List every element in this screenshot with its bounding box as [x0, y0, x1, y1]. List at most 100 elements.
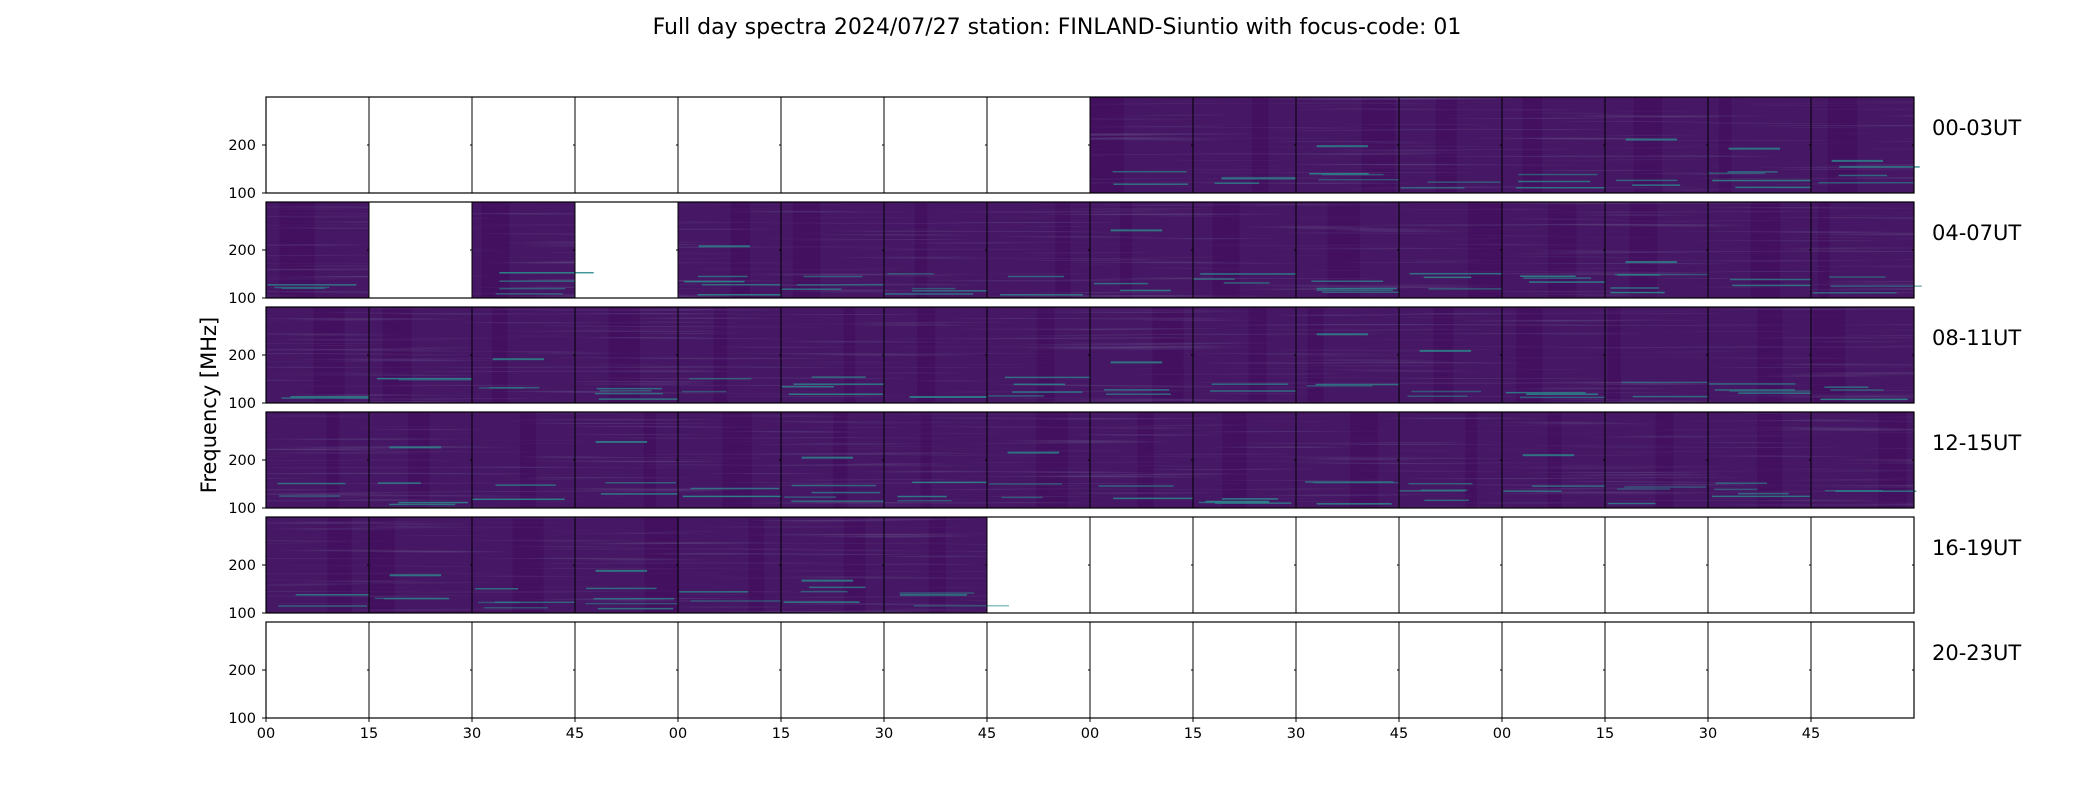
spectrum-line	[801, 456, 854, 459]
spectrum-line	[389, 574, 442, 577]
spectrum-texture	[266, 307, 369, 403]
spectrum-line	[803, 275, 863, 278]
spectrum-line	[681, 390, 727, 393]
x-tick-label: 15	[1596, 726, 1614, 742]
panel-frame	[986, 516, 1091, 614]
spectrum-line	[377, 482, 421, 484]
spectrum-line	[884, 293, 974, 295]
row-label: 00-03UT	[1932, 116, 2021, 140]
y-axis-label: Frequency [MHz]	[197, 317, 221, 493]
spectrum-texture	[1193, 412, 1296, 508]
empty-panel	[1192, 516, 1297, 614]
empty-panel	[1295, 621, 1400, 719]
panel-frame	[1089, 516, 1194, 614]
spectra-row: 200 100 08-11UT	[228, 306, 2021, 412]
spectrum-line	[1400, 187, 1465, 189]
empty-panel	[677, 96, 782, 194]
row-label: 16-19UT	[1932, 536, 2021, 560]
spectrum-panel	[1707, 411, 1812, 509]
spectrum-line	[801, 579, 854, 582]
spectrum-line	[1714, 488, 1758, 491]
spectrum-line	[1110, 361, 1163, 364]
spectrum-line	[1411, 390, 1481, 393]
spectrum-line	[988, 483, 1062, 485]
spectrum-panel	[471, 306, 576, 404]
spectrum-line	[1516, 187, 1611, 189]
empty-panel	[574, 96, 679, 194]
spectrum-line	[1838, 174, 1888, 177]
spectrum-line	[1632, 395, 1719, 398]
panel-frame	[471, 621, 576, 719]
panel-frame	[574, 201, 679, 299]
x-tick-label: 15	[360, 726, 378, 742]
x-tick-label: 45	[978, 726, 996, 742]
panel-frame	[1398, 516, 1503, 614]
spectrum-line	[1311, 280, 1384, 282]
empty-panel	[1295, 516, 1400, 614]
spectrum-panel	[1192, 306, 1310, 404]
empty-panel	[368, 621, 473, 719]
spectrum-line	[1610, 287, 1659, 289]
panel-frame	[986, 96, 1091, 194]
empty-panel	[1398, 621, 1503, 719]
spectrum-texture	[1296, 412, 1399, 508]
spectrum-texture	[678, 517, 781, 613]
spectrum-line	[809, 586, 866, 589]
spectrum-panel	[883, 411, 998, 509]
spectrum-panel	[1089, 306, 1194, 404]
panel-frame	[883, 96, 988, 194]
spectrum-line	[912, 290, 1010, 292]
spectrum-panel	[1604, 411, 1709, 509]
panel-frame	[1192, 621, 1297, 719]
spectrum-line	[887, 272, 934, 275]
spectrum-texture	[1090, 97, 1193, 193]
spectrum-line	[1098, 485, 1174, 487]
panel-frame	[265, 96, 370, 194]
x-axis-ticks: 00 15 30 45 00 15 30 45 00 15 30 45 00 15 30 45	[257, 718, 1820, 742]
y-tick-label: 200	[228, 663, 256, 679]
spectrum-line	[1728, 147, 1781, 150]
spectrum-line	[1104, 389, 1170, 391]
spectrum-line	[690, 487, 780, 490]
spectrum-line	[1824, 386, 1869, 388]
spectrum-texture	[1296, 307, 1399, 403]
spectrum-panel	[1604, 306, 1719, 404]
empty-panel	[471, 96, 576, 194]
spectrum-panel	[1295, 306, 1411, 404]
spectrum-line	[1712, 179, 1811, 182]
x-tick-label: 45	[1802, 726, 1820, 742]
spectrum-line	[698, 245, 751, 248]
empty-panel	[471, 621, 576, 719]
spectrum-texture	[987, 307, 1090, 403]
spectrum-line	[1221, 498, 1278, 500]
spectrum-texture	[1296, 97, 1399, 193]
spectrum-texture	[1605, 307, 1708, 403]
spectrum-line	[1735, 186, 1833, 189]
spectrum-texture	[884, 517, 987, 613]
spectrum-line	[600, 493, 686, 495]
spectrum-line	[1423, 276, 1472, 279]
empty-panel	[883, 96, 988, 194]
spectrum-panel	[1604, 201, 1713, 299]
spectrum-line	[605, 482, 677, 484]
spectrum-line	[1818, 181, 1915, 184]
spectrum-line	[1316, 287, 1397, 290]
spectrum-panel	[986, 201, 1091, 299]
spectrum-line	[1614, 273, 1713, 276]
y-tick-label: 100	[228, 711, 256, 727]
panel-frame	[986, 621, 1091, 719]
spectrum-line	[1625, 138, 1678, 141]
spectrum-texture	[1708, 412, 1811, 508]
spectrum-texture	[781, 202, 884, 298]
panel-frame	[368, 96, 473, 194]
spectrum-texture	[1708, 202, 1811, 298]
spectrum-line	[1715, 482, 1767, 484]
spectrum-texture	[1811, 412, 1914, 508]
spectra-row: 200 100 00-03UT	[228, 96, 2021, 202]
spectrum-texture	[1502, 202, 1605, 298]
empty-panel	[265, 96, 370, 194]
empty-panel	[780, 96, 885, 194]
y-tick-label: 200	[228, 138, 256, 154]
spectrum-line	[281, 287, 325, 290]
spectrum-panel	[1089, 411, 1197, 509]
